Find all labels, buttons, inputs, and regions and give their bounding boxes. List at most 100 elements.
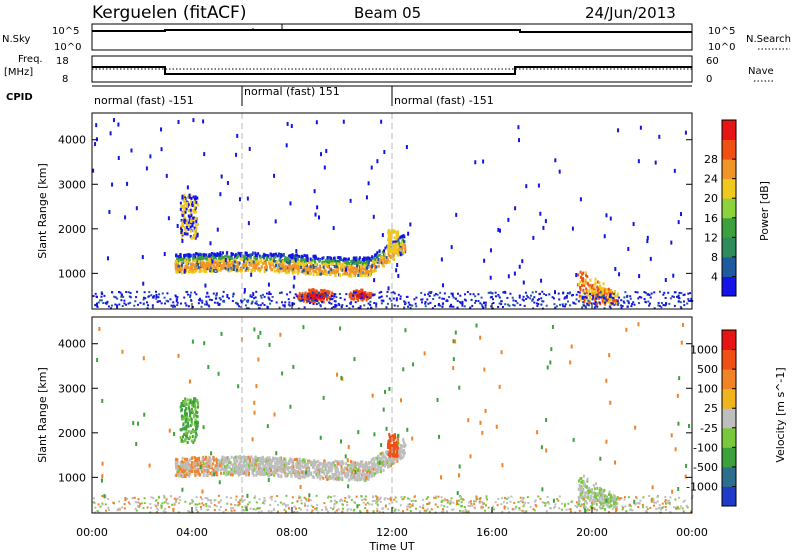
data-point	[167, 216, 170, 221]
data-point	[585, 289, 588, 293]
data-point	[337, 302, 340, 305]
data-point	[244, 469, 247, 473]
data-point	[184, 210, 187, 214]
data-point	[287, 264, 290, 268]
data-point	[218, 262, 221, 266]
data-point	[232, 258, 235, 262]
data-point	[300, 459, 303, 463]
data-point	[325, 470, 328, 474]
data-point	[192, 257, 195, 261]
data-point	[680, 306, 683, 309]
data-point	[234, 260, 237, 264]
data-point	[409, 307, 412, 310]
data-point	[109, 131, 112, 136]
nsky-tick-top: 10^5	[52, 26, 79, 37]
data-point	[386, 258, 389, 262]
data-point	[373, 474, 376, 478]
data-point	[317, 302, 320, 305]
data-point	[353, 477, 356, 481]
data-point	[295, 472, 298, 476]
data-point	[306, 299, 309, 302]
data-point	[469, 306, 472, 309]
data-point	[591, 491, 594, 495]
data-point	[596, 305, 599, 308]
nsky-label: N.Sky	[2, 34, 30, 45]
data-point	[577, 282, 580, 286]
data-point	[187, 406, 190, 410]
data-point	[352, 462, 355, 466]
data-point	[593, 306, 596, 309]
data-point	[258, 466, 261, 470]
data-point	[578, 285, 581, 289]
data-point	[174, 265, 177, 269]
data-point	[243, 471, 246, 475]
data-point	[258, 458, 261, 462]
data-point	[196, 467, 199, 471]
data-point	[358, 464, 361, 468]
data-point	[377, 467, 380, 471]
data-point	[401, 450, 404, 454]
data-point	[195, 200, 198, 204]
data-point	[183, 231, 186, 235]
data-point	[351, 467, 354, 471]
data-point	[326, 256, 329, 260]
data-point	[282, 467, 285, 471]
data-point	[464, 293, 467, 296]
data-point	[587, 491, 590, 495]
data-point	[212, 458, 215, 462]
data-point	[297, 307, 300, 310]
data-point	[136, 303, 139, 306]
data-point	[643, 291, 646, 294]
data-point	[301, 459, 304, 463]
data-point	[369, 460, 372, 464]
data-point	[363, 304, 366, 307]
data-point	[180, 205, 183, 209]
data-point	[289, 470, 292, 474]
data-point	[189, 208, 192, 212]
data-point	[177, 255, 180, 259]
power-ylabel: Slant Range [km]	[36, 163, 49, 259]
data-point	[606, 292, 609, 296]
data-point	[590, 501, 593, 504]
data-point	[186, 473, 189, 477]
data-point	[210, 252, 213, 256]
data-point	[198, 253, 201, 257]
data-point	[389, 462, 392, 466]
data-point	[363, 468, 366, 472]
data-point	[402, 440, 405, 444]
data-point	[182, 223, 185, 227]
data-point	[323, 472, 326, 476]
data-point	[302, 263, 305, 267]
data-point	[295, 249, 298, 254]
data-point	[266, 305, 269, 308]
data-point	[605, 299, 608, 302]
data-point	[336, 462, 339, 466]
data-point	[249, 256, 252, 260]
data-point	[469, 293, 472, 296]
data-point	[181, 195, 184, 200]
data-point	[480, 303, 483, 306]
data-point	[213, 260, 216, 264]
data-point	[221, 460, 224, 464]
data-point	[566, 300, 569, 303]
data-point	[221, 251, 224, 255]
data-point	[314, 289, 317, 293]
data-point	[263, 466, 266, 470]
data-point	[273, 465, 276, 469]
data-point	[323, 260, 326, 264]
data-point	[193, 456, 196, 460]
data-point	[584, 271, 587, 275]
data-point	[241, 464, 244, 468]
data-point	[360, 293, 363, 296]
data-point	[648, 294, 651, 297]
data-point	[370, 265, 373, 269]
data-point	[178, 467, 181, 471]
data-point	[181, 228, 184, 232]
data-point	[363, 477, 366, 481]
data-point	[312, 466, 315, 470]
data-point	[193, 399, 196, 403]
data-point	[147, 304, 150, 307]
data-point	[180, 438, 183, 442]
data-point	[526, 294, 529, 297]
data-point	[219, 251, 222, 255]
